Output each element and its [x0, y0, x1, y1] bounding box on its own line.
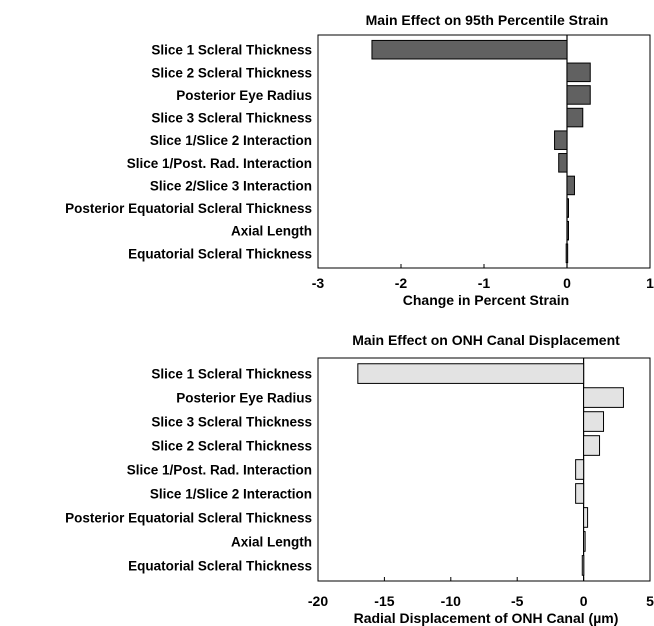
strain-bar [558, 153, 568, 173]
onh-bar [357, 363, 585, 384]
strain-category-label: Posterior Eye Radius [176, 88, 312, 103]
strain-x-tick-label: -2 [395, 275, 408, 291]
onh-category-label: Equatorial Scleral Thickness [128, 558, 312, 573]
onh-category-label: Posterior Eye Radius [176, 391, 312, 406]
strain-category-label: Slice 1 Scleral Thickness [151, 43, 312, 58]
strain-bar [566, 220, 569, 241]
strain-plot-frame [317, 34, 651, 269]
onh-x-tick-label: -15 [374, 593, 394, 609]
onh-category-label: Slice 1 Scleral Thickness [151, 367, 312, 382]
strain-category-label: Axial Length [231, 224, 312, 239]
onh-x-tick-label: -10 [441, 593, 461, 609]
onh-category-label: Slice 1/Post. Rad. Interaction [127, 463, 312, 478]
onh-chart-title: Main Effect on ONH Canal Displacement [352, 332, 620, 348]
onh-bar [575, 483, 585, 504]
strain-category-label: Slice 3 Scleral Thickness [151, 111, 312, 126]
strain-panel: Main Effect on 95th Percentile Strain Ch… [65, 12, 654, 308]
onh-x-tick-label: -5 [511, 593, 524, 609]
onh-category-label: Slice 3 Scleral Thickness [151, 415, 312, 430]
strain-bar [566, 198, 569, 218]
strain-category-label: Slice 1/Post. Rad. Interaction [127, 156, 312, 171]
onh-bar [583, 531, 586, 552]
strain-category-label: Equatorial Scleral Thickness [128, 246, 312, 261]
onh-plot-frame [317, 357, 651, 582]
onh-category-label: Slice 1/Slice 2 Interaction [150, 486, 312, 501]
strain-category-label: Slice 2/Slice 3 Interaction [150, 178, 312, 193]
onh-x-tick-label: 0 [580, 593, 588, 609]
strain-bar [554, 130, 568, 150]
strain-category-label: Posterior Equatorial Scleral Thickness [65, 201, 312, 216]
strain-bar [566, 85, 591, 105]
strain-x-tick-label: -1 [478, 275, 491, 291]
onh-bar [583, 507, 589, 528]
strain-bar [566, 175, 575, 196]
strain-chart-title: Main Effect on 95th Percentile Strain [366, 12, 609, 28]
strain-category-label: Slice 2 Scleral Thickness [151, 65, 312, 80]
onh-panel: Main Effect on ONH Canal Displacement Ra… [65, 332, 654, 626]
strain-bar [566, 107, 584, 128]
onh-bar [575, 459, 585, 480]
strain-bar [565, 243, 569, 264]
onh-bar [583, 387, 624, 408]
strain-x-tick-label: 1 [646, 275, 654, 291]
onh-bar [583, 435, 601, 456]
strain-bar [371, 39, 568, 60]
onh-bar [581, 555, 585, 576]
onh-bar [583, 411, 605, 432]
strain-category-label: Slice 1/Slice 2 Interaction [150, 133, 312, 148]
onh-x-tick-label: -20 [308, 593, 328, 609]
strain-bar [566, 62, 591, 83]
onh-category-label: Slice 2 Scleral Thickness [151, 439, 312, 454]
onh-x-axis-label: Radial Displacement of ONH Canal (µm) [354, 610, 619, 626]
strain-x-tick-label: -3 [312, 275, 325, 291]
onh-category-label: Axial Length [231, 534, 312, 549]
strain-x-axis-label: Change in Percent Strain [403, 292, 569, 308]
onh-category-label: Posterior Equatorial Scleral Thickness [65, 510, 312, 525]
onh-x-tick-label: 5 [646, 593, 654, 609]
strain-x-tick-label: 0 [563, 275, 571, 291]
